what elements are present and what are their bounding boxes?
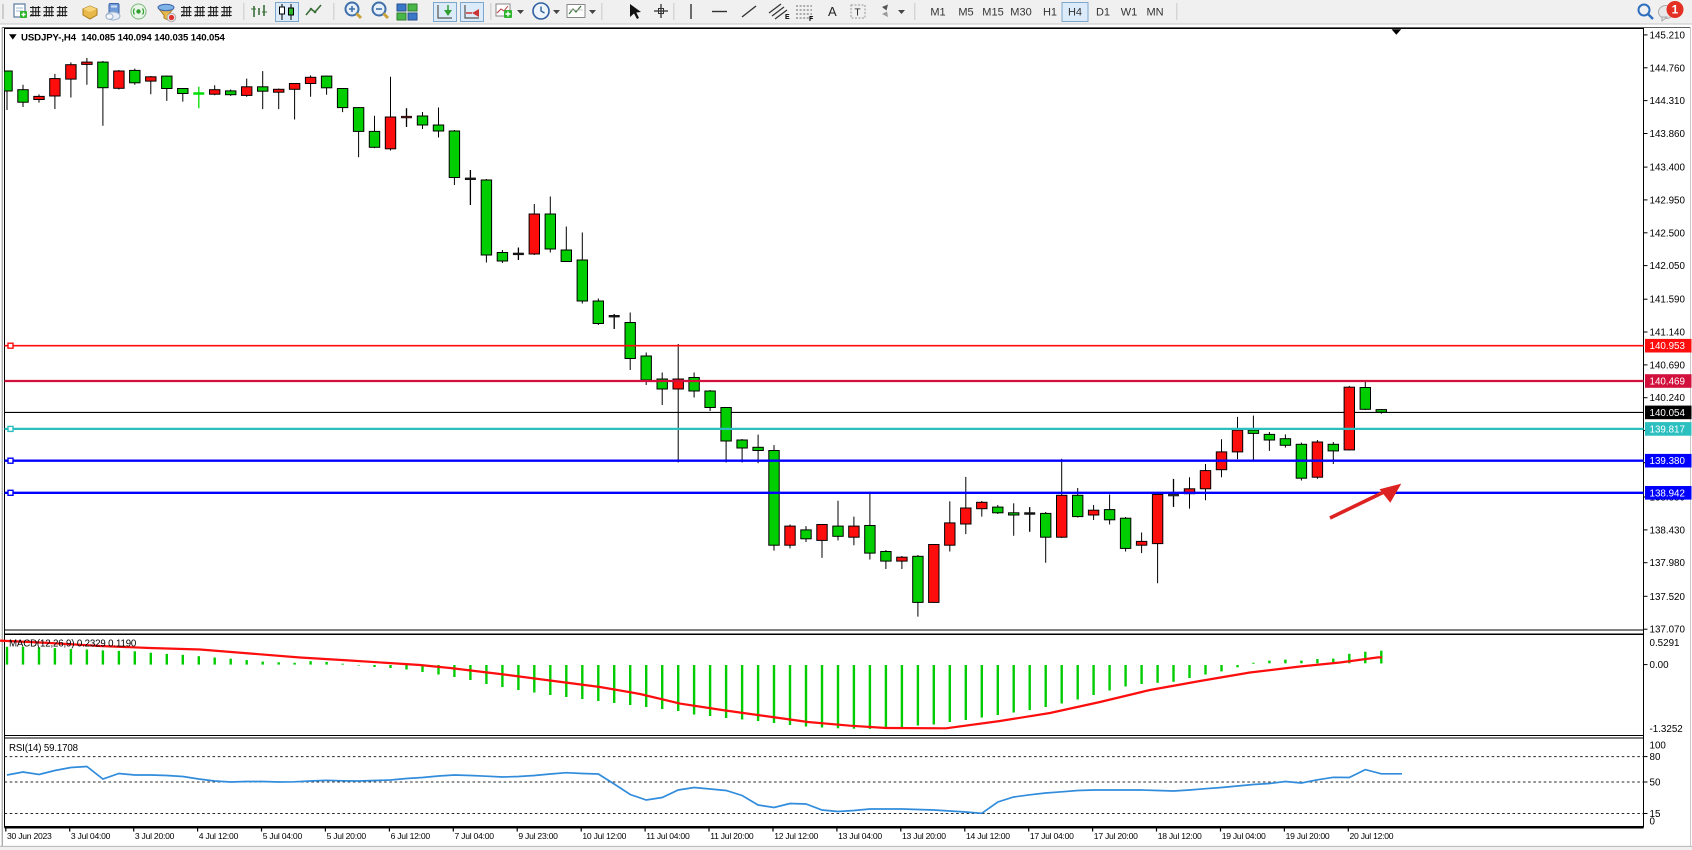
svg-text:140.240: 140.240 [1650,393,1686,404]
svg-text:144.760: 144.760 [1650,63,1686,74]
svg-text:140.953: 140.953 [1650,341,1686,352]
svg-text:T: T [855,8,861,19]
svg-text:13 Jul 04:00: 13 Jul 04:00 [838,831,882,841]
svg-text:E: E [785,14,790,21]
svg-text:17 Jul 04:00: 17 Jul 04:00 [1030,831,1074,841]
svg-text:1: 1 [1672,3,1679,17]
svg-text:H1: H1 [1043,7,1057,19]
svg-text:50: 50 [1650,778,1661,789]
svg-text:144.310: 144.310 [1650,96,1686,107]
svg-text:139.817: 139.817 [1650,424,1685,435]
svg-text:143.860: 143.860 [1650,129,1686,140]
svg-text:12 Jul 12:00: 12 Jul 12:00 [774,831,818,841]
svg-text:18 Jul 12:00: 18 Jul 12:00 [1158,831,1202,841]
svg-text:137.520: 137.520 [1650,592,1686,603]
svg-text:5 Jul 04:00: 5 Jul 04:00 [263,831,303,841]
svg-text:140.469: 140.469 [1650,377,1685,388]
svg-text:11 Jul 20:00: 11 Jul 20:00 [710,831,754,841]
svg-text:137.980: 137.980 [1650,558,1686,569]
svg-text:M30: M30 [1010,7,1031,19]
svg-text:142.050: 142.050 [1650,261,1686,272]
svg-text:MACD(12,26,9) 0.2329 0.1190: MACD(12,26,9) 0.2329 0.1190 [9,639,137,650]
svg-text:145.210: 145.210 [1650,30,1686,41]
svg-text:0.5291: 0.5291 [1650,638,1680,649]
svg-text:RSI(14) 59.1708: RSI(14) 59.1708 [9,743,78,754]
svg-text:141.140: 141.140 [1650,328,1686,339]
svg-text:W1: W1 [1121,7,1138,19]
svg-text:M1: M1 [930,7,945,19]
svg-text:F: F [809,16,814,23]
svg-text:M5: M5 [958,7,973,19]
svg-text:0.00: 0.00 [1650,660,1670,671]
svg-text:142.500: 142.500 [1650,228,1686,239]
svg-text:138.430: 138.430 [1650,525,1686,536]
svg-text:143.400: 143.400 [1650,163,1686,174]
svg-text:141.590: 141.590 [1650,295,1686,306]
svg-text:MN: MN [1146,7,1163,19]
svg-text:20 Jul 12:00: 20 Jul 12:00 [1350,831,1394,841]
svg-text:100: 100 [1650,740,1667,751]
svg-text:19 Jul 04:00: 19 Jul 04:00 [1222,831,1266,841]
svg-text:139.380: 139.380 [1650,456,1686,467]
svg-text:A: A [828,4,837,19]
svg-text:138.942: 138.942 [1650,488,1685,499]
svg-text:11 Jul 04:00: 11 Jul 04:00 [646,831,690,841]
svg-text:4 Jul 12:00: 4 Jul 12:00 [199,831,239,841]
svg-text:17 Jul 20:00: 17 Jul 20:00 [1094,831,1138,841]
svg-text:0: 0 [1650,817,1656,828]
svg-text:13 Jul 20:00: 13 Jul 20:00 [902,831,946,841]
svg-text:15: 15 [1650,809,1661,820]
svg-text:140.690: 140.690 [1650,360,1686,371]
svg-text:80: 80 [1650,752,1661,763]
svg-text:3 Jul 04:00: 3 Jul 04:00 [71,831,111,841]
svg-text:137.070: 137.070 [1650,625,1686,636]
svg-text:9 Jul 23:00: 9 Jul 23:00 [518,831,558,841]
svg-text:140.054: 140.054 [1650,408,1686,419]
svg-text:30 Jun 2023: 30 Jun 2023 [7,831,52,841]
svg-text:19 Jul 20:00: 19 Jul 20:00 [1286,831,1330,841]
svg-text:USDJPY-,H4 140.085 140.094 14: USDJPY-,H4 140.085 140.094 140.035 140.0… [21,33,225,44]
svg-text:-1.3252: -1.3252 [1650,724,1683,735]
svg-text:5 Jul 20:00: 5 Jul 20:00 [327,831,367,841]
svg-text:10 Jul 12:00: 10 Jul 12:00 [582,831,626,841]
svg-text:14 Jul 12:00: 14 Jul 12:00 [966,831,1010,841]
svg-text:M15: M15 [982,7,1003,19]
svg-text:H4: H4 [1068,7,1082,19]
svg-text:7 Jul 04:00: 7 Jul 04:00 [455,831,495,841]
svg-text:D1: D1 [1096,7,1110,19]
svg-text:6 Jul 12:00: 6 Jul 12:00 [391,831,431,841]
svg-text:142.950: 142.950 [1650,195,1686,206]
svg-text:3 Jul 20:00: 3 Jul 20:00 [135,831,175,841]
